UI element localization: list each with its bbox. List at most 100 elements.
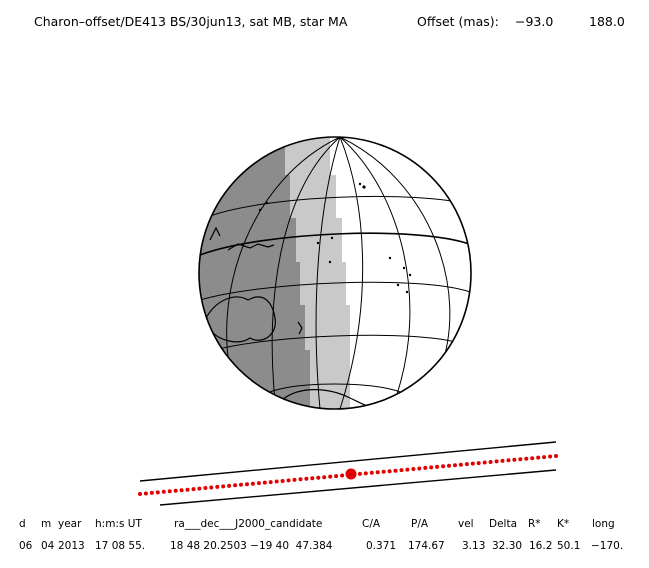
track-dot xyxy=(405,467,410,472)
track-dot xyxy=(363,471,368,476)
offset-y-value: 188.0 xyxy=(589,14,625,29)
track-dot xyxy=(256,481,261,486)
header-long: long xyxy=(592,518,615,530)
track-dot xyxy=(542,455,547,460)
track-dot xyxy=(233,483,238,488)
track-dot xyxy=(506,458,511,463)
offset-x-value: −93.0 xyxy=(515,14,554,29)
track-dot xyxy=(441,464,446,469)
track-dot xyxy=(138,492,142,496)
track-dot xyxy=(393,468,398,473)
track-dot xyxy=(464,462,469,467)
header-year: year xyxy=(58,518,82,530)
header-month: m xyxy=(41,518,52,530)
track-dot xyxy=(292,477,297,482)
header-delta: Delta xyxy=(489,518,518,530)
track-dot xyxy=(524,456,529,461)
track-dot xyxy=(286,478,291,483)
meridian-lines xyxy=(226,137,451,409)
track-dot xyxy=(215,484,220,489)
globe-outline xyxy=(198,136,472,410)
track-dot xyxy=(476,461,481,466)
value-pa: 174.67 xyxy=(408,540,445,552)
shadow-south-limit xyxy=(159,469,557,506)
closest-approach-marker xyxy=(345,468,357,480)
value-radec: 18 48 20.2503 −19 40 47.384 xyxy=(170,540,333,552)
value-vel: 3.13 xyxy=(462,540,486,552)
track-dot xyxy=(554,454,558,458)
track-dot xyxy=(369,470,374,475)
track-dot xyxy=(245,482,249,487)
track-dot xyxy=(429,465,434,470)
track-dot xyxy=(417,466,422,471)
track-dot xyxy=(357,471,362,476)
value-rstar: 16.2 xyxy=(529,540,553,552)
track-dot xyxy=(143,491,148,496)
track-dot xyxy=(447,463,451,468)
islands xyxy=(258,182,412,294)
track-dot xyxy=(250,481,255,486)
value-delta: 32.30 xyxy=(492,540,523,552)
header-day: d xyxy=(19,518,26,530)
track-dot xyxy=(203,486,208,490)
track-dot xyxy=(387,469,392,474)
track-dot xyxy=(334,474,339,479)
track-dot xyxy=(518,457,523,462)
track-dot xyxy=(381,469,386,474)
track-dot xyxy=(316,475,321,480)
track-dot xyxy=(399,468,404,473)
track-dot xyxy=(209,485,214,490)
plot-title: Charon–offset/DE413 BS/30jun13, sat MB, … xyxy=(34,14,348,29)
value-year: 2013 xyxy=(58,540,85,552)
value-kstar: 50.1 xyxy=(557,540,581,552)
header-time: h:m:s UT xyxy=(95,518,142,530)
track-dot xyxy=(340,473,345,478)
parallel-lines xyxy=(199,196,471,409)
track-dot xyxy=(530,456,535,461)
track-dot xyxy=(536,455,541,460)
track-dot xyxy=(155,490,160,495)
track-dot xyxy=(268,480,273,485)
track-dot xyxy=(227,483,232,488)
track-dot xyxy=(500,458,505,463)
track-dot xyxy=(149,490,154,495)
track-dot xyxy=(482,460,487,465)
track-dot xyxy=(185,487,190,492)
value-time: 17 08 55. xyxy=(95,540,146,552)
track-dot xyxy=(173,488,178,493)
value-month: 04 xyxy=(41,540,55,552)
track-dot xyxy=(512,457,517,462)
value-ca: 0.371 xyxy=(366,540,397,552)
track-dot xyxy=(453,463,457,468)
track-dot xyxy=(179,488,184,493)
header-radec: ra___dec___J2000_candidate xyxy=(174,518,323,530)
header-pa: P/A xyxy=(411,518,429,530)
track-dot xyxy=(191,487,196,492)
header-kstar: K* xyxy=(557,518,570,530)
track-dot xyxy=(423,465,428,470)
track-dot xyxy=(304,476,309,481)
shadow-north-limit xyxy=(139,441,557,482)
header-ca: C/A xyxy=(362,518,381,530)
track-dot xyxy=(221,484,226,489)
track-dot xyxy=(488,460,493,464)
track-dot xyxy=(328,474,333,479)
track-dot xyxy=(167,489,172,494)
track-dot xyxy=(322,475,327,480)
track-dot xyxy=(239,482,243,487)
track-dot xyxy=(274,479,279,484)
offset-label: Offset (mas): xyxy=(417,14,499,29)
track-dot xyxy=(262,480,267,485)
header-vel: vel xyxy=(458,518,474,530)
value-day: 06 xyxy=(19,540,33,552)
earth-disk xyxy=(199,137,471,409)
track-dot xyxy=(280,479,285,483)
track-dot xyxy=(435,464,440,469)
track-dot xyxy=(310,476,315,481)
header-rstar: R* xyxy=(528,518,541,530)
track-dot xyxy=(298,477,303,482)
track-dot xyxy=(161,489,166,494)
track-dot xyxy=(548,454,553,459)
